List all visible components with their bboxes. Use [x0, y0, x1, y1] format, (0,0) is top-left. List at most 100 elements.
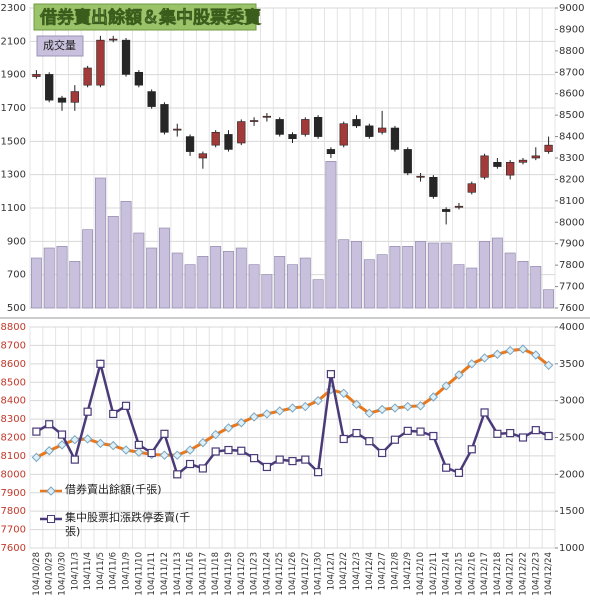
volume-bar — [440, 242, 452, 309]
x-tick-label: 104/11/20 — [237, 552, 247, 596]
x-tick-label: 104/11/24 — [262, 552, 272, 596]
candle-body — [390, 127, 400, 150]
series-marker — [198, 464, 207, 473]
candle-body — [339, 123, 348, 146]
series-marker — [506, 428, 515, 438]
candle-body — [301, 119, 310, 135]
candle-body — [326, 149, 336, 155]
x-tick-label: 104/12/21 — [506, 552, 516, 596]
series-marker — [224, 445, 233, 455]
series-marker — [96, 359, 105, 368]
y2-tick-label: 2000 — [559, 469, 584, 480]
series-marker — [287, 403, 298, 413]
volume-bar — [299, 257, 311, 309]
volume-bar — [56, 246, 68, 309]
volume-bar — [376, 254, 388, 309]
legend-label: 集中股票扣漲跌停委賣(千張) — [65, 511, 191, 538]
volume-bar — [248, 264, 260, 309]
series-marker — [390, 403, 400, 413]
volume-bar — [491, 237, 503, 309]
series-marker — [301, 455, 310, 464]
series-marker — [442, 463, 451, 472]
volume-bar — [171, 252, 183, 309]
y2-tick-label: 8800 — [559, 46, 584, 57]
candle-body — [480, 155, 489, 178]
legend-item: 集中股票扣漲跌停委賣(千張) — [65, 511, 191, 538]
series-marker — [480, 408, 489, 417]
candle-body — [134, 71, 143, 86]
candle-body — [429, 176, 438, 197]
volume-bar — [363, 259, 375, 309]
y-tick-label: 1900 — [1, 70, 26, 81]
candle-body — [45, 74, 54, 101]
volume-bar — [287, 264, 298, 309]
candle-body — [352, 119, 361, 127]
series-marker — [429, 431, 438, 441]
legend-marker — [47, 515, 55, 523]
x-tick-label: 104/11/23 — [250, 552, 260, 596]
candle-body — [262, 115, 272, 118]
x-tick-label: 104/12/3 — [352, 552, 362, 590]
y-tick-label: 700 — [7, 270, 26, 281]
volume-bar — [120, 201, 132, 309]
candle-body — [32, 74, 41, 77]
candle-body — [211, 131, 220, 146]
series-marker — [351, 399, 362, 410]
series-marker — [313, 395, 323, 406]
x-tick-label: 104/12/14 — [442, 552, 452, 596]
volume-bar — [30, 257, 42, 309]
series-marker — [339, 388, 349, 399]
y2-tick-label: 8300 — [559, 153, 584, 164]
y2-tick-label: 8600 — [559, 89, 584, 100]
candle-body — [442, 209, 451, 212]
volume-bar — [325, 161, 337, 309]
series-marker — [173, 470, 182, 479]
series-marker — [403, 401, 413, 412]
x-tick-label: 104/12/11 — [429, 552, 439, 596]
series-marker — [441, 381, 451, 391]
volume-bar — [338, 239, 350, 309]
volume-bar — [223, 251, 234, 309]
y2-tick-label: 8200 — [559, 174, 584, 185]
candle-body — [121, 39, 131, 75]
candle-body — [518, 159, 528, 163]
series-marker — [326, 370, 336, 379]
series-marker — [365, 437, 374, 446]
y-tick-label: 1300 — [1, 170, 26, 181]
candle-body — [96, 39, 105, 86]
y2-tick-label: 1000 — [559, 543, 584, 554]
candle-body — [198, 153, 208, 159]
candle-body — [531, 155, 540, 159]
y-tick-label: 8700 — [1, 340, 26, 351]
title-background — [33, 3, 257, 31]
series-marker — [82, 434, 93, 444]
x-tick-label: 104/11/18 — [211, 552, 221, 596]
candle-body — [83, 67, 92, 86]
series-marker — [147, 448, 156, 458]
x-tick-label: 104/12/22 — [518, 552, 528, 596]
x-tick-label: 104/12/10 — [416, 552, 426, 596]
series-marker — [339, 434, 348, 444]
legend-label: 成交量 — [43, 38, 76, 52]
volume-bar — [402, 246, 414, 309]
x-tick-label: 104/10/30 — [58, 552, 68, 596]
x-tick-label: 104/10/28 — [32, 552, 42, 596]
volume-bar — [69, 261, 81, 309]
x-tick-label: 104/12/7 — [378, 552, 388, 590]
x-tick-label: 104/11/12 — [160, 552, 170, 596]
x-tick-label: 104/11/19 — [224, 552, 234, 596]
series-marker — [83, 407, 92, 416]
series-marker — [415, 401, 426, 411]
series-marker — [288, 456, 297, 466]
y-tick-label: 8800 — [1, 322, 26, 333]
y-tick-label: 8400 — [1, 396, 26, 407]
volume-bar — [159, 227, 170, 309]
series-marker — [121, 445, 131, 455]
series-marker — [211, 447, 220, 456]
series-marker — [543, 360, 554, 371]
series-marker — [172, 450, 182, 460]
series-marker — [467, 445, 476, 454]
y2-tick-label: 8700 — [559, 67, 584, 78]
y2-tick-label: 3000 — [559, 396, 584, 407]
candle-body — [288, 134, 297, 140]
